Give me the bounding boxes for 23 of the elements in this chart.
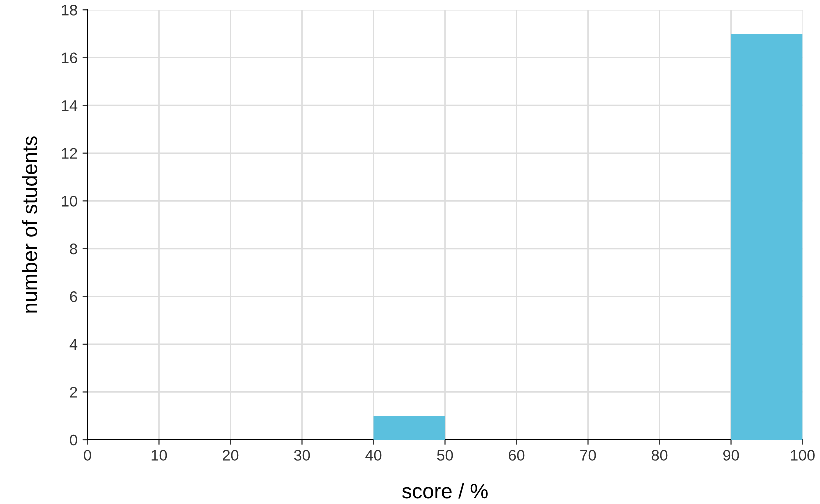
x-tick-label: 40 [366, 450, 382, 461]
x-tick-label: 30 [294, 450, 310, 461]
y-tick-label: 18 [62, 4, 78, 16]
x-axis-title: score / % [402, 483, 488, 499]
y-tick-label: 4 [70, 339, 78, 350]
y-tick-label: 12 [62, 148, 78, 159]
x-tick-label: 90 [723, 450, 740, 461]
y-tick-label: 10 [62, 196, 78, 207]
y-tick-label: 8 [70, 244, 78, 255]
x-tick-label: 10 [152, 450, 168, 461]
x-tick-label: 60 [509, 450, 525, 461]
y-tick-label: 0 [70, 434, 78, 446]
x-tick-label: 50 [437, 450, 454, 461]
y-tick-label: 6 [70, 292, 78, 302]
x-tick-label: 80 [652, 450, 668, 461]
x-tick-label: 20 [223, 450, 239, 461]
x-tick-label: 0 [84, 450, 92, 461]
y-axis-title: number of students [22, 136, 38, 313]
y-tick-label: 2 [70, 387, 78, 398]
y-tick-label: 16 [62, 52, 78, 64]
x-tick-label: 70 [580, 450, 596, 461]
x-tick-label: 100 [791, 450, 815, 461]
y-tick-label: 14 [62, 100, 78, 112]
